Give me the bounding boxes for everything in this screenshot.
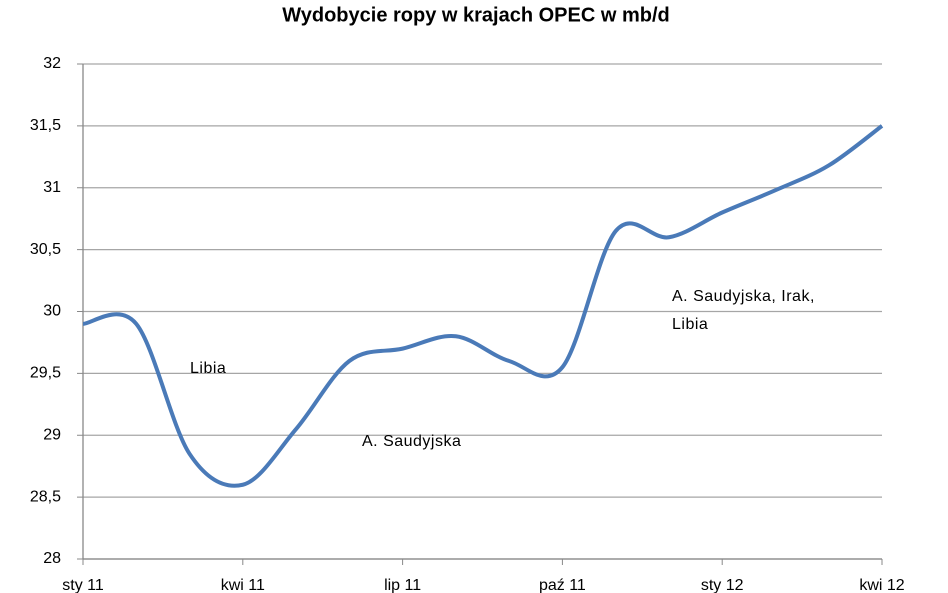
- y-tick-label: 29: [43, 426, 61, 443]
- x-tick-label: sty 11: [62, 577, 104, 593]
- annotation: A. Saudyjska: [362, 433, 461, 450]
- y-tick-label: 30,5: [30, 241, 61, 258]
- x-tick-label: paź 11: [539, 577, 586, 593]
- x-tick-label: lip 11: [384, 577, 421, 593]
- x-tick-label: kwi 11: [221, 577, 265, 593]
- y-tick-label: 28,5: [30, 488, 61, 505]
- y-tick-label: 32: [43, 55, 61, 72]
- annotation: A. Saudyjska, Irak,: [672, 288, 815, 305]
- y-tick-label: 31: [43, 179, 61, 196]
- y-tick-label: 29,5: [30, 365, 61, 382]
- y-tick-label: 28: [43, 550, 61, 567]
- annotation: Libia: [672, 316, 708, 333]
- line-series: [82, 124, 884, 488]
- x-tick-label: sty 12: [701, 577, 744, 593]
- y-tick-label: 31,5: [30, 117, 61, 134]
- y-tick-label: 30: [43, 303, 61, 320]
- chart-title: Wydobycie ropy w krajach OPEC w mb/d: [282, 4, 670, 26]
- x-tick-label: kwi 12: [859, 577, 904, 593]
- annotation: Libia: [190, 360, 226, 377]
